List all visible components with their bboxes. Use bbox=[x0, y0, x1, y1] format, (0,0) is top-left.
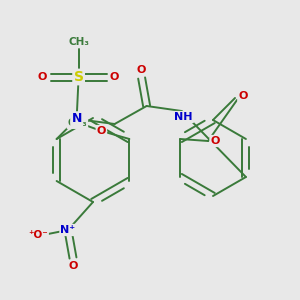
Text: O: O bbox=[97, 126, 106, 136]
Text: O: O bbox=[68, 261, 78, 271]
Text: S: S bbox=[74, 70, 84, 84]
Text: O: O bbox=[38, 72, 47, 82]
Text: CH₃: CH₃ bbox=[68, 37, 89, 47]
Text: N: N bbox=[71, 112, 82, 125]
Text: CH₃: CH₃ bbox=[68, 118, 87, 128]
Text: ⁺O⁻: ⁺O⁻ bbox=[28, 230, 48, 240]
Text: N⁺: N⁺ bbox=[60, 225, 76, 235]
Text: O: O bbox=[238, 91, 248, 101]
Text: NH: NH bbox=[174, 112, 193, 122]
Text: O: O bbox=[210, 136, 220, 146]
Text: O: O bbox=[110, 72, 119, 82]
Text: O: O bbox=[137, 65, 146, 75]
